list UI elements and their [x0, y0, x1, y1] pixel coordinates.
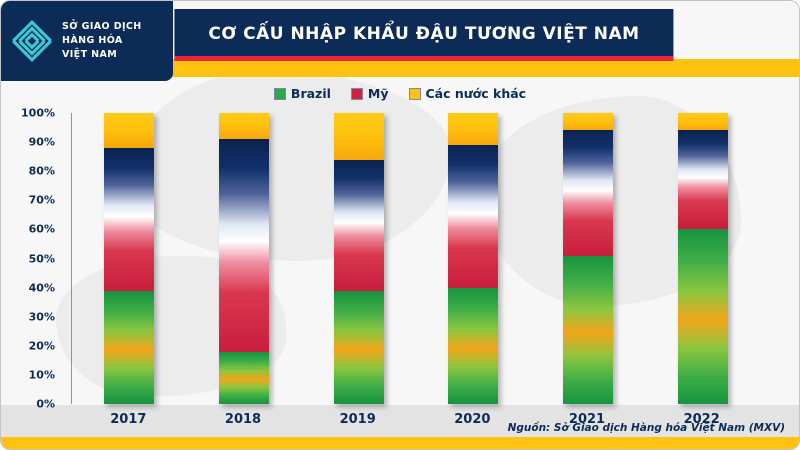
y-axis-tick: 50% — [28, 252, 55, 265]
chart-plot — [71, 113, 760, 404]
bar-segment-2021-brazil — [563, 255, 614, 404]
bar-segment-2022-khac — [677, 113, 728, 131]
stacked-bar-2018 — [219, 113, 269, 404]
y-axis-tick: 40% — [28, 281, 55, 295]
bar-segment-2019-brazil — [333, 290, 384, 404]
x-axis-label-2021: 2021 — [568, 412, 606, 427]
y-axis-tick: 10% — [28, 368, 55, 382]
legend-item-khac: Các nước khác — [408, 86, 527, 101]
bar-segment-2018-brazil — [219, 351, 269, 404]
stacked-bar-2022 — [677, 113, 728, 404]
y-axis-tick: 60% — [28, 222, 55, 236]
x-axis-label-2017: 2017 — [110, 412, 147, 427]
mxv-logo: SỞ GIAO DỊCH HÀNG HÓA VIỆT NAM — [1, 1, 173, 81]
bar-segment-2018-my — [219, 139, 269, 352]
legend-swatch-brazil — [273, 87, 286, 100]
mxv-diamond-icon — [12, 19, 52, 63]
bar-cell-2020 — [416, 113, 531, 404]
stacked-bar-2020 — [448, 113, 499, 404]
bar-segment-2019-my — [333, 159, 384, 291]
bar-segment-2020-brazil — [448, 287, 499, 404]
legend-item-brazil: Brazil — [273, 86, 331, 101]
legend-label-khac: Các nước khác — [425, 86, 527, 101]
bar-segment-2022-brazil — [677, 229, 728, 404]
x-axis-label-2020: 2020 — [454, 412, 491, 427]
page-title: CƠ CẤU NHẬP KHẨU ĐẬU TƯƠNG VIỆT NAM — [174, 9, 674, 61]
bars-container — [72, 113, 760, 404]
bar-cell-2021 — [531, 113, 646, 404]
logo-line-2: HÀNG HÓA — [62, 35, 123, 47]
footer-accent-stripe — [1, 437, 799, 449]
legend-swatch-khac — [408, 87, 421, 100]
x-axis-label-2018: 2018 — [224, 412, 262, 427]
legend-label-my: Mỹ — [367, 86, 389, 101]
logo-text: SỞ GIAO DỊCH HÀNG HÓA VIỆT NAM — [62, 20, 142, 61]
logo-line-3: VIỆT NAM — [62, 48, 118, 60]
stacked-bar-2019 — [333, 113, 384, 404]
chart-legend: Brazil Mỹ Các nước khác — [1, 86, 799, 101]
bar-segment-2018-khac — [219, 113, 269, 140]
legend-swatch-my — [350, 87, 363, 100]
source-credit: Nguồn: Sở Giao dịch Hàng hóa Việt Nam (M… — [507, 422, 785, 434]
logo-line-1: SỞ GIAO DỊCH — [62, 21, 142, 33]
bar-segment-2017-khac — [104, 113, 155, 148]
x-axis-label-2022: 2022 — [683, 412, 720, 427]
bar-segment-2017-my — [104, 147, 155, 291]
y-axis-tick: 0% — [36, 397, 55, 411]
legend-label-brazil: Brazil — [290, 86, 331, 101]
bar-cell-2022 — [645, 113, 760, 404]
bar-segment-2022-my — [677, 130, 728, 230]
x-axis-label-2019: 2019 — [339, 412, 376, 427]
footer-band — [1, 405, 799, 439]
stacked-bar-2021 — [563, 113, 614, 404]
bar-cell-2017 — [72, 113, 187, 404]
bar-segment-2020-my — [448, 145, 499, 288]
bar-segment-2020-khac — [448, 113, 499, 146]
y-axis-tick: 80% — [28, 164, 55, 178]
y-axis-tick: 70% — [28, 193, 55, 207]
bar-segment-2021-khac — [563, 113, 614, 131]
header-accent-stripe — [1, 59, 799, 77]
y-axis-tick: 30% — [28, 310, 55, 324]
y-axis-tick: 90% — [28, 135, 55, 149]
y-axis: 0% 10% 20% 30% 40% 50% 60% 70% 80% 90% 100% — [1, 107, 63, 411]
stacked-bar-2017 — [104, 113, 155, 404]
bar-segment-2019-khac — [333, 113, 384, 160]
map-watermark — [131, 71, 451, 261]
bar-segment-2021-my — [563, 130, 614, 256]
y-axis-tick: 20% — [28, 339, 55, 353]
bar-cell-2018 — [187, 113, 302, 404]
bar-cell-2019 — [301, 113, 416, 404]
y-axis-tick: 100% — [21, 106, 55, 120]
bar-segment-2017-brazil — [104, 290, 155, 404]
x-axis: 2017 2018 2019 2020 2021 2022 — [71, 412, 759, 427]
legend-item-my: Mỹ — [350, 86, 389, 101]
